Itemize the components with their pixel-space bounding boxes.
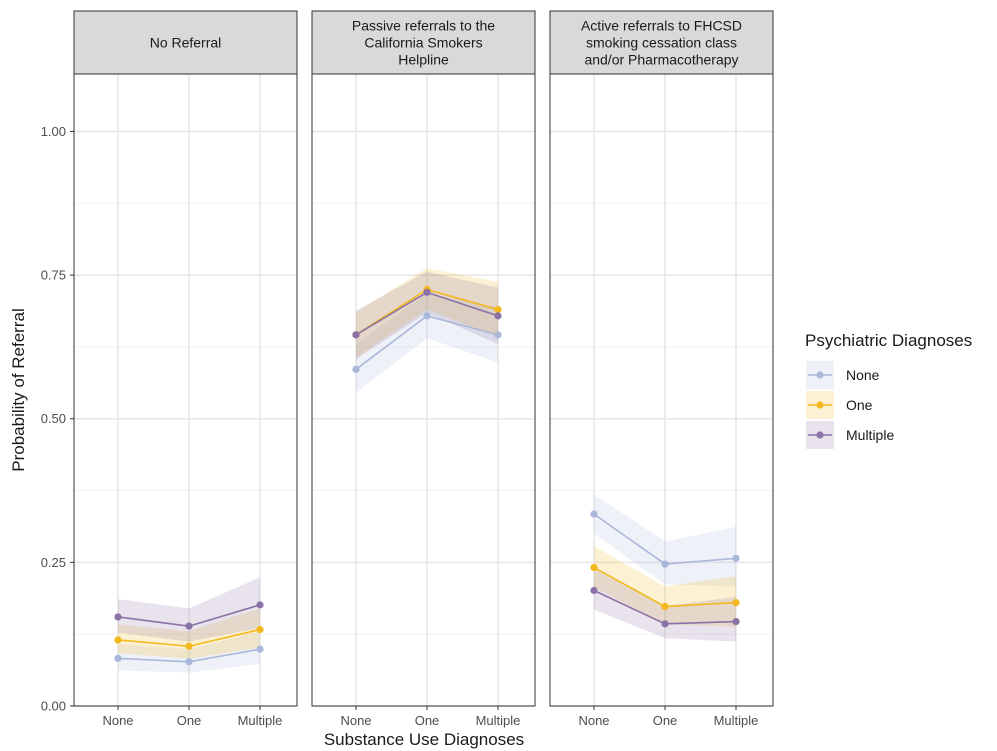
facet-panel-1: No Referral None One Multiple [73, 10, 298, 728]
x-tick-label: Multiple [476, 713, 521, 728]
data-point-none [256, 645, 264, 653]
facet-title-line: Helpline [398, 52, 449, 68]
facet-strip [549, 10, 774, 75]
legend: Psychiatric Diagnoses None One Multiple [805, 331, 972, 449]
data-point-none [661, 560, 669, 568]
facet-strip [73, 10, 298, 75]
legend-entry-one: One [806, 391, 873, 419]
ci-ribbon-multiple [118, 577, 260, 642]
facet-title-line: Active referrals to FHCSD [581, 18, 742, 34]
ci-ribbon-multiple [356, 271, 498, 359]
facet-strip [311, 10, 536, 75]
data-point-multiple [256, 601, 264, 609]
facet-title-line: Passive referrals to the [352, 18, 495, 34]
y-tick-label: 0.25 [41, 555, 66, 570]
data-point-multiple [661, 620, 669, 628]
x-tick-label: None [340, 713, 371, 728]
facet-title-line: No Referral [150, 35, 222, 51]
x-tick-label: One [177, 713, 202, 728]
y-axis-title: Probability of Referral [9, 308, 28, 471]
ci-ribbon-multiple [594, 569, 736, 642]
data-point-none [114, 654, 122, 662]
data-point-multiple [590, 586, 598, 595]
y-tick-label: 0.50 [41, 411, 66, 426]
data-point-one [732, 598, 740, 607]
y-axis: 0.00 0.25 0.50 0.75 1.00 [41, 124, 74, 714]
ci-ribbon-none [594, 494, 736, 587]
facet-title-line: California Smokers [364, 35, 482, 51]
data-point-none [185, 658, 193, 666]
x-tick-label: One [415, 713, 440, 728]
ci-ribbon-one [118, 608, 260, 659]
legend-title: Psychiatric Diagnoses [805, 331, 972, 350]
legend-key-point [816, 371, 824, 379]
data-point-one [590, 563, 598, 572]
ci-ribbon-one [356, 268, 498, 358]
data-point-none [494, 331, 502, 339]
data-point-one [256, 625, 264, 634]
y-tick-label: 0.00 [41, 699, 66, 714]
ci-ribbon-none [118, 631, 260, 673]
legend-key-point [816, 401, 824, 409]
panel-border [73, 73, 298, 707]
ci-ribbon-one [594, 546, 736, 627]
data-point-one [494, 305, 502, 314]
data-point-one [114, 636, 122, 644]
legend-label: Multiple [846, 427, 894, 443]
panel-border [549, 73, 774, 707]
facet-title-line: smoking cessation class [586, 35, 737, 51]
x-tick-label: Multiple [714, 713, 759, 728]
legend-label: None [846, 367, 880, 383]
data-point-multiple [185, 622, 193, 630]
data-point-one [661, 603, 669, 611]
legend-entry-none: None [806, 361, 880, 389]
data-point-multiple [352, 331, 360, 339]
data-point-one [185, 642, 193, 650]
ci-ribbon-none [356, 293, 498, 393]
x-tick-label: None [102, 713, 133, 728]
data-point-multiple [732, 617, 740, 626]
x-tick-label: One [653, 713, 678, 728]
data-point-none [352, 365, 360, 373]
facet-title-line: and/or Pharmacotherapy [584, 52, 738, 68]
panel-border [311, 73, 536, 707]
x-tick-label: None [578, 713, 609, 728]
data-point-multiple [494, 312, 502, 320]
data-point-none [423, 312, 431, 320]
y-tick-label: 1.00 [41, 124, 66, 139]
y-tick-label: 0.75 [41, 268, 66, 283]
legend-label: One [846, 397, 873, 413]
data-point-multiple [423, 288, 431, 296]
data-point-multiple [114, 613, 122, 621]
legend-key-point [816, 431, 824, 439]
legend-entry-multiple: Multiple [806, 421, 894, 449]
data-point-none [590, 510, 598, 518]
x-tick-label: Multiple [238, 713, 283, 728]
x-axis-title: Substance Use Diagnoses [324, 730, 524, 749]
data-point-none [732, 554, 740, 562]
